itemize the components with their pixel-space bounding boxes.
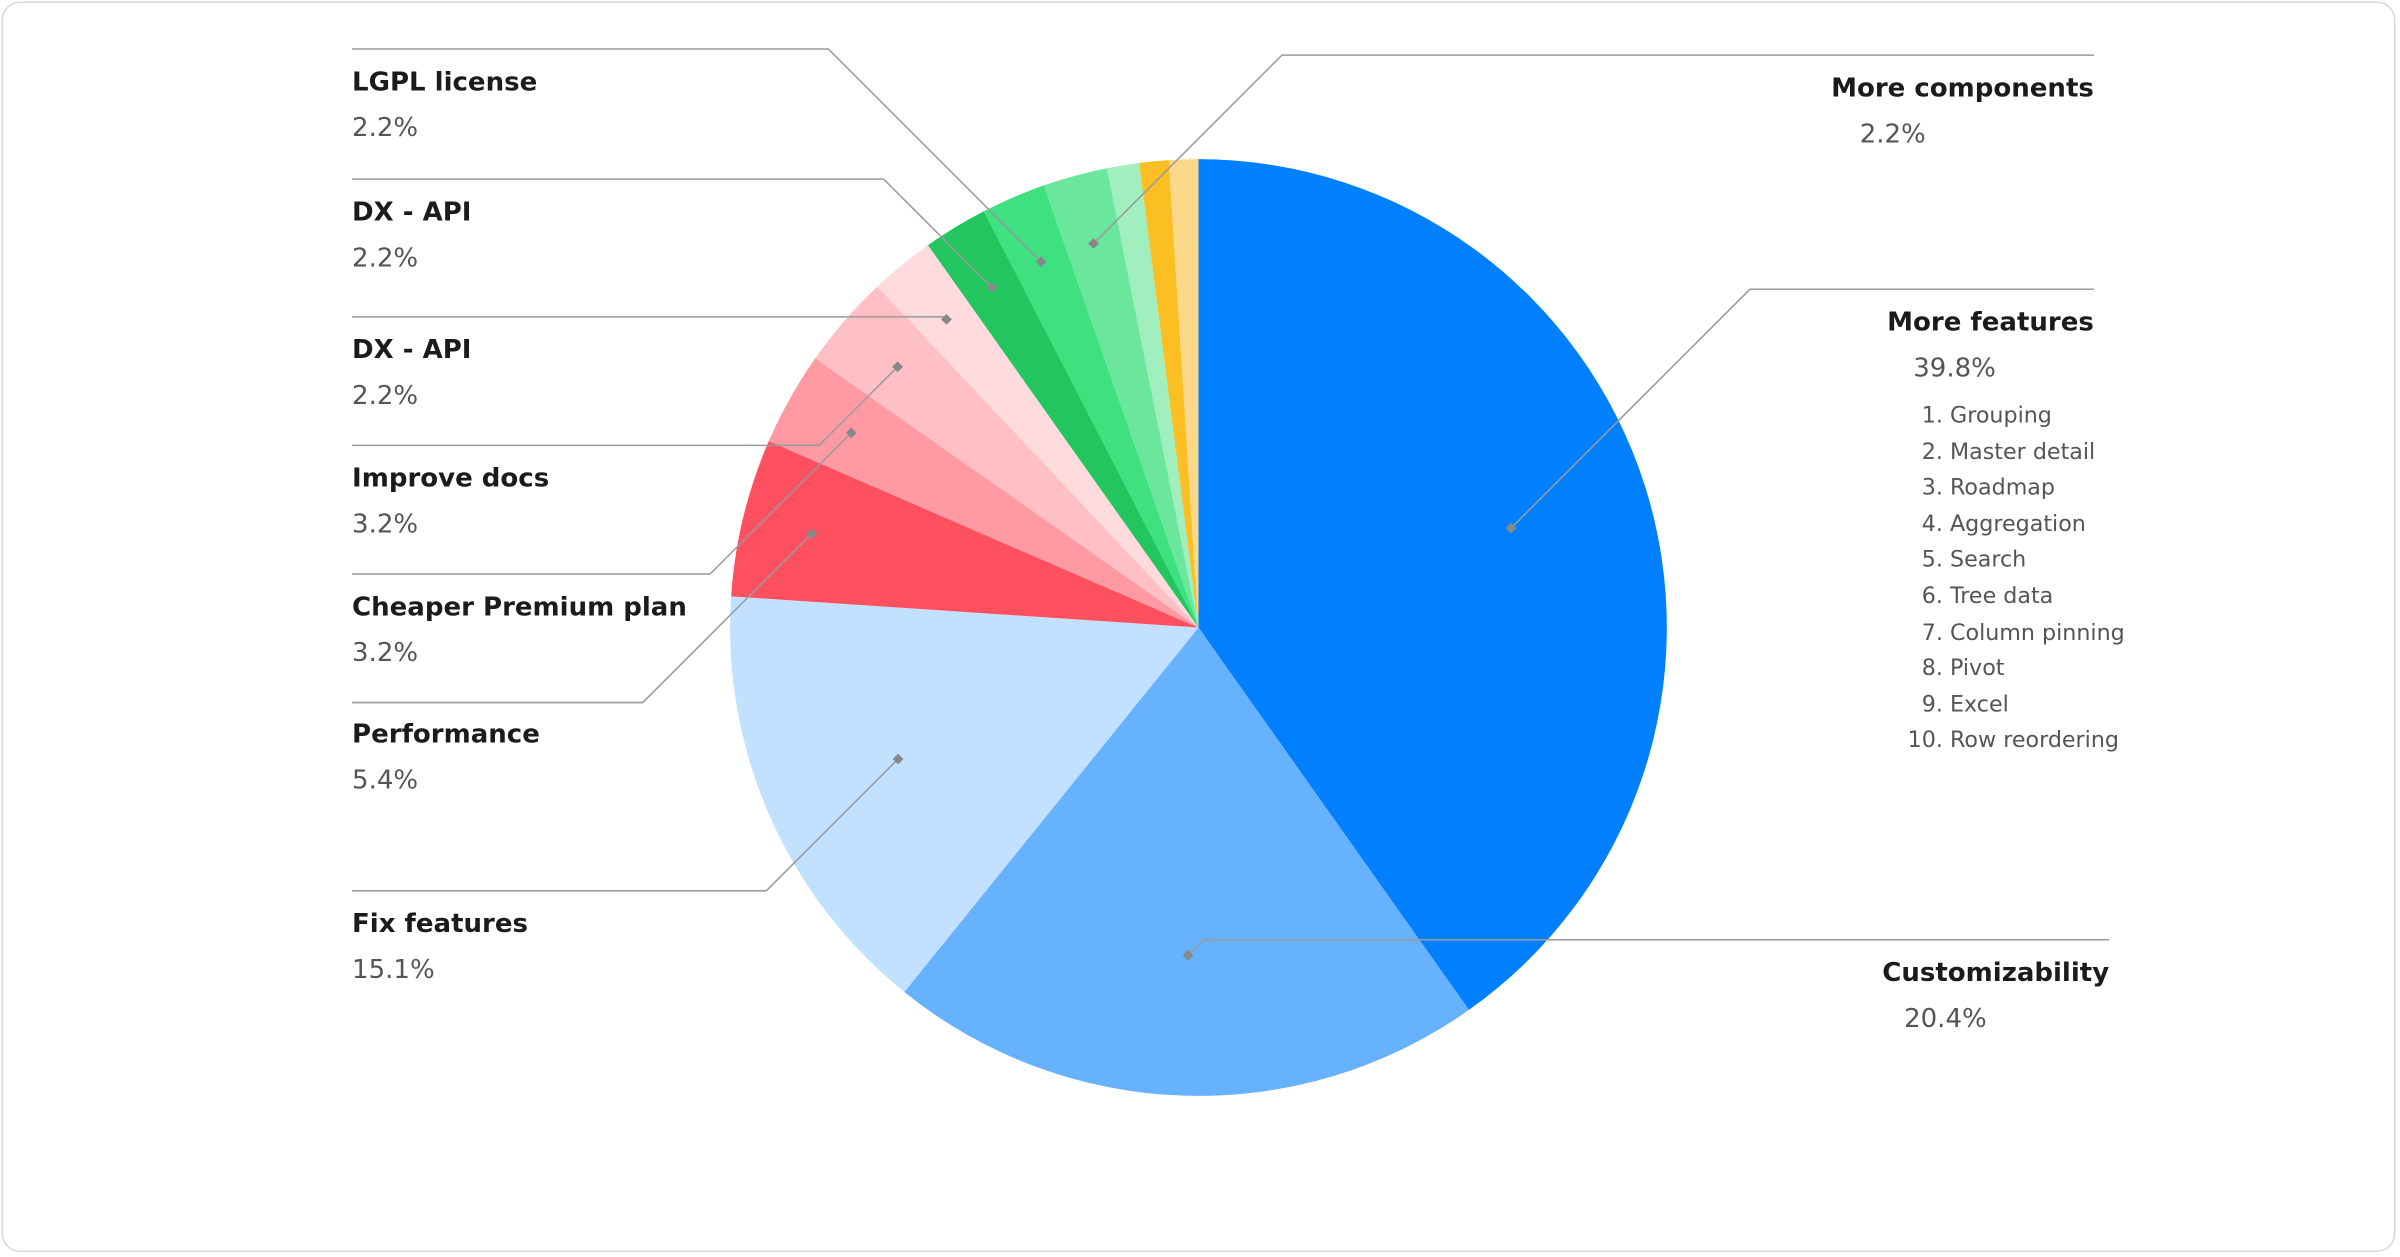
- slice-value: 3.2%: [352, 510, 418, 540]
- slice-value: 2.2%: [352, 243, 418, 273]
- leader-line: [352, 533, 813, 704]
- pie-slice: [877, 245, 1199, 628]
- leader-dot: [1035, 256, 1047, 268]
- slice-value: 3.2%: [352, 638, 418, 668]
- slice-label: Improve docs: [352, 464, 549, 494]
- slice-label: DX - API: [352, 335, 471, 365]
- leader-line: [352, 48, 1042, 263]
- list-item: Column pinning: [1950, 616, 2125, 652]
- pie-slice: [730, 596, 1199, 993]
- feature-list: GroupingMaster detailRoadmapAggregationS…: [1904, 399, 2125, 760]
- pie-slice: [928, 211, 1199, 628]
- leader-line: [1187, 939, 2110, 956]
- list-item: Grouping: [1950, 399, 2125, 435]
- pie-slice: [1043, 168, 1199, 628]
- list-item: Master detail: [1950, 436, 2125, 472]
- slice-label: Performance: [352, 719, 540, 749]
- leader-dot: [845, 427, 857, 439]
- pie-slice: [904, 627, 1469, 1096]
- list-item: Excel: [1950, 688, 2125, 724]
- list-item: Search: [1950, 544, 2125, 580]
- leader-line: [352, 758, 899, 892]
- leader-dot: [1505, 522, 1517, 534]
- pie-slice: [1139, 160, 1199, 628]
- slice-label: Fix features: [352, 909, 528, 939]
- slice-label: LGPL license: [352, 67, 537, 97]
- slice-label: More components: [1831, 73, 2094, 103]
- slice-value: 2.2%: [352, 113, 418, 143]
- leader-line: [352, 432, 852, 575]
- list-item: Tree data: [1950, 580, 2125, 616]
- slice-value: 5.4%: [352, 765, 418, 795]
- slice-value: 2.2%: [1860, 119, 1926, 149]
- pie-slice: [1106, 162, 1199, 628]
- leader-dot: [1088, 238, 1100, 249]
- pie-slice: [731, 441, 1199, 628]
- slice-value: 39.8%: [1913, 354, 1996, 384]
- slice-label: Customizability: [1882, 958, 2109, 988]
- pie-slice: [815, 286, 1199, 628]
- slice-label: More features: [1887, 308, 2094, 338]
- list-item: Aggregation: [1950, 508, 2125, 544]
- slice-value: 15.1%: [352, 955, 435, 985]
- leader-dot: [892, 753, 904, 765]
- leader-dot: [1182, 949, 1194, 961]
- slice-label: Cheaper Premium plan: [352, 592, 687, 622]
- slice-value: 20.4%: [1904, 1004, 1987, 1034]
- leader-line: [1510, 288, 2094, 529]
- leader-dot: [892, 361, 904, 373]
- slice-label: DX - API: [352, 197, 471, 227]
- pie-slice: [1198, 159, 1667, 1010]
- list-item: Roadmap: [1950, 472, 2125, 508]
- leader-dot: [986, 281, 998, 293]
- list-item: Row reordering: [1950, 725, 2125, 761]
- pie-slice: [983, 185, 1199, 628]
- leader-line: [1093, 54, 2094, 245]
- list-item: Pivot: [1950, 652, 2125, 688]
- slice-value: 2.2%: [352, 381, 418, 411]
- leader-line: [352, 178, 993, 288]
- pie-slice: [768, 358, 1199, 628]
- leader-line: [352, 366, 899, 447]
- pie-slice: [1168, 159, 1199, 628]
- leader-dot: [806, 528, 817, 540]
